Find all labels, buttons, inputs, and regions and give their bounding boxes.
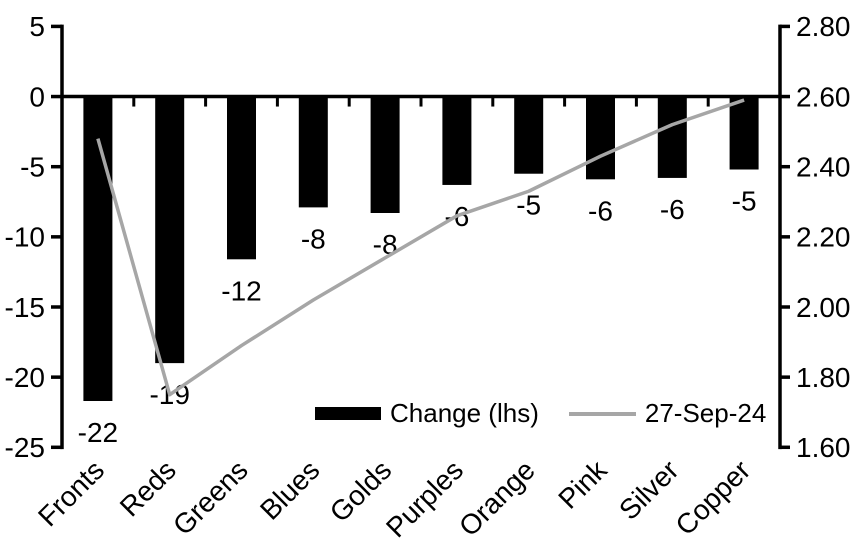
bar-purples: [442, 96, 472, 185]
legend: Change (lhs) 27-Sep-24: [315, 398, 766, 429]
right-axis-tick-label: 1.80: [796, 362, 851, 393]
bar-silver: [657, 96, 687, 178]
bar-data-label-silver: -6: [660, 194, 685, 225]
left-axis-tick-label: -20: [5, 362, 45, 393]
category-label-pink: Pink: [552, 454, 613, 515]
left-axis-tick-label: -5: [20, 152, 45, 183]
legend-line-swatch: [568, 411, 636, 416]
line-series-27-sep-24: [96, 98, 745, 397]
bar-orange: [514, 96, 544, 174]
left-axis-tick-label: -10: [5, 222, 45, 253]
category-label-fronts: Fronts: [32, 454, 110, 532]
right-axis-tick-label: 2.40: [796, 152, 851, 183]
bar-data-label-copper: -5: [732, 186, 757, 217]
bar-data-label-greens: -12: [221, 275, 261, 306]
right-axis-tick-label: 2.80: [796, 11, 851, 42]
right-axis-tick-label: 2.60: [796, 81, 851, 112]
bar-fronts: [83, 96, 113, 402]
bar-blues: [298, 96, 328, 208]
left-axis-tick-label: -15: [5, 292, 45, 323]
bar-data-label-golds: -8: [373, 229, 398, 260]
right-axis-tick-label: 2.20: [796, 222, 851, 253]
right-axis-tick-label: 1.60: [796, 432, 851, 463]
category-label-greens: Greens: [167, 454, 254, 541]
category-label-reds: Reds: [114, 454, 182, 522]
bar-data-label-blues: -8: [301, 223, 326, 254]
legend-label-change: Change (lhs): [390, 398, 539, 428]
left-axis-tick-label: 0: [29, 81, 45, 112]
legend-bar-swatch: [315, 407, 381, 420]
left-axis-tick-label: -25: [5, 432, 45, 463]
bar-data-label-fronts: -22: [78, 417, 118, 448]
legend-label-date: 27-Sep-24: [644, 398, 767, 428]
bar-pink: [586, 96, 615, 180]
right-axis-tick-label: 2.00: [796, 292, 851, 323]
bar-copper: [729, 96, 759, 170]
category-label-purples: Purples: [380, 454, 469, 543]
left-axis-tick-label: 5: [29, 11, 45, 42]
bar-reds: [155, 96, 185, 364]
bar-golds: [370, 96, 400, 213]
bar-data-label-pink: -6: [588, 195, 613, 226]
bar-greens: [227, 96, 256, 260]
category-label-orange: Orange: [453, 454, 541, 542]
category-label-blues: Blues: [254, 454, 325, 525]
category-label-copper: Copper: [669, 454, 756, 541]
